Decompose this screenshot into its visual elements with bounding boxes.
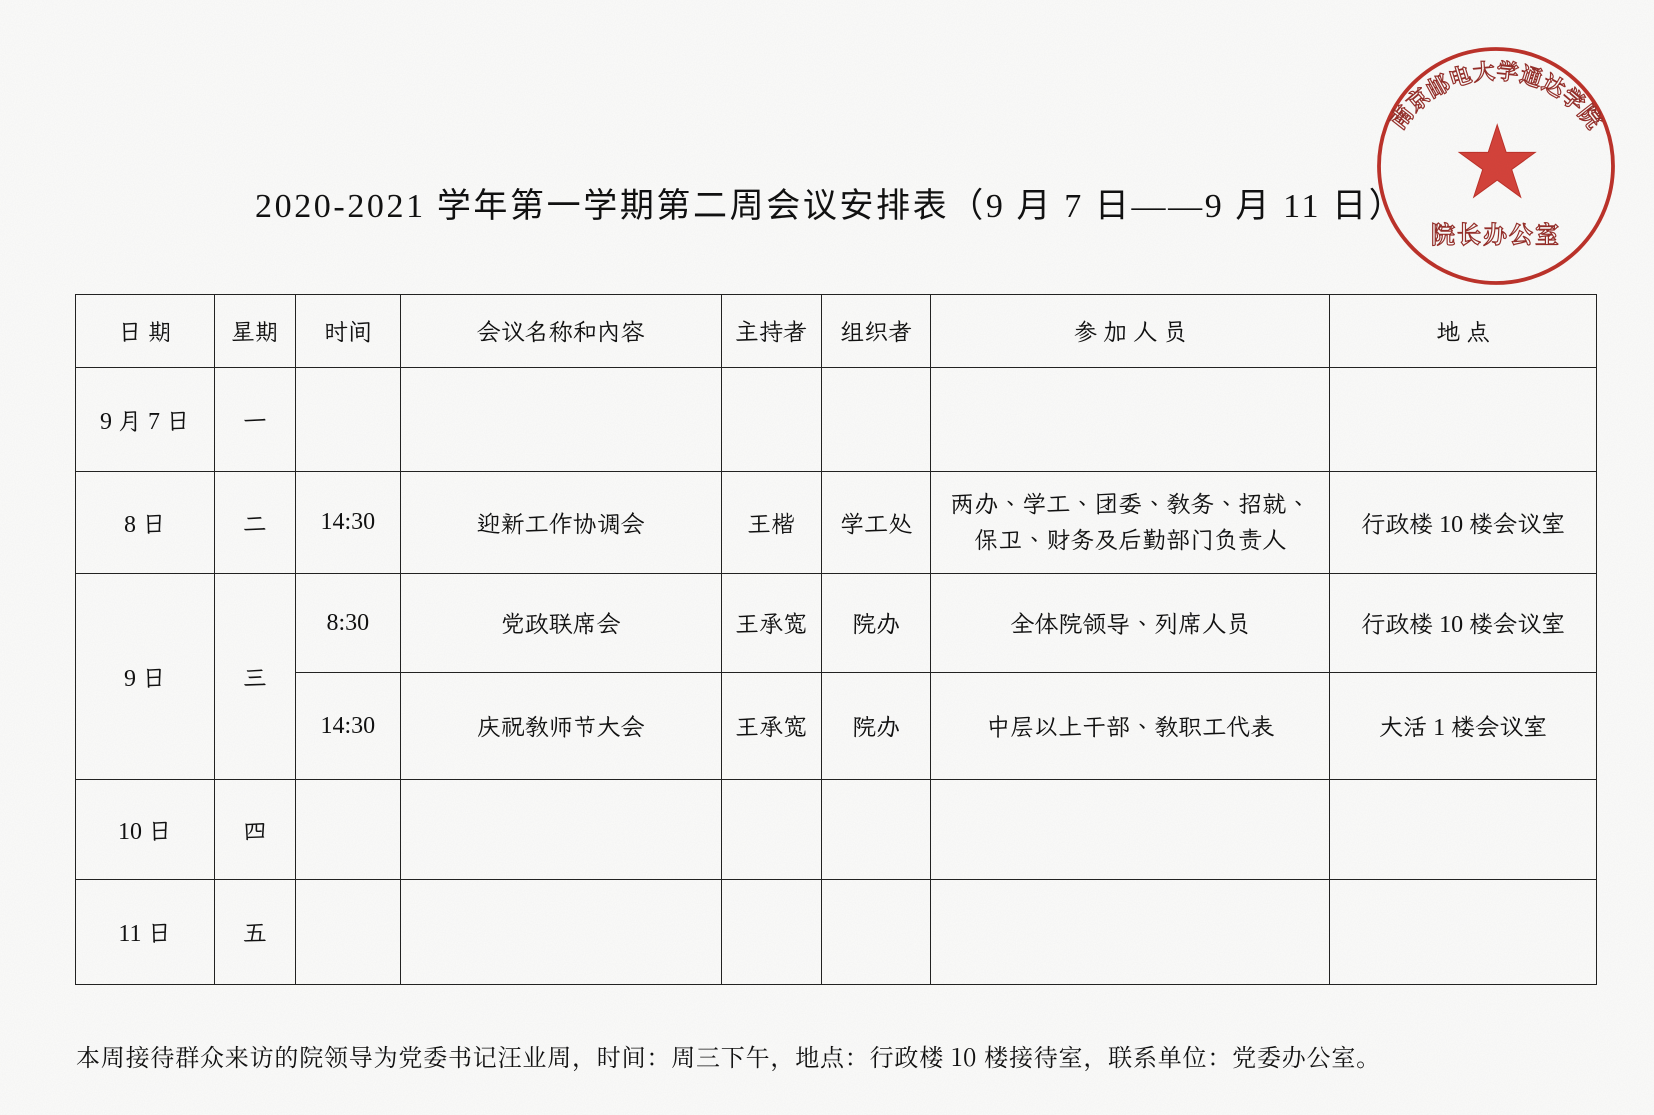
svg-text:院长办公室: 院长办公室 <box>1431 215 1561 250</box>
svg-text:南京邮电大学通达学院: 南京邮电大学通达学院 <box>1382 55 1610 136</box>
